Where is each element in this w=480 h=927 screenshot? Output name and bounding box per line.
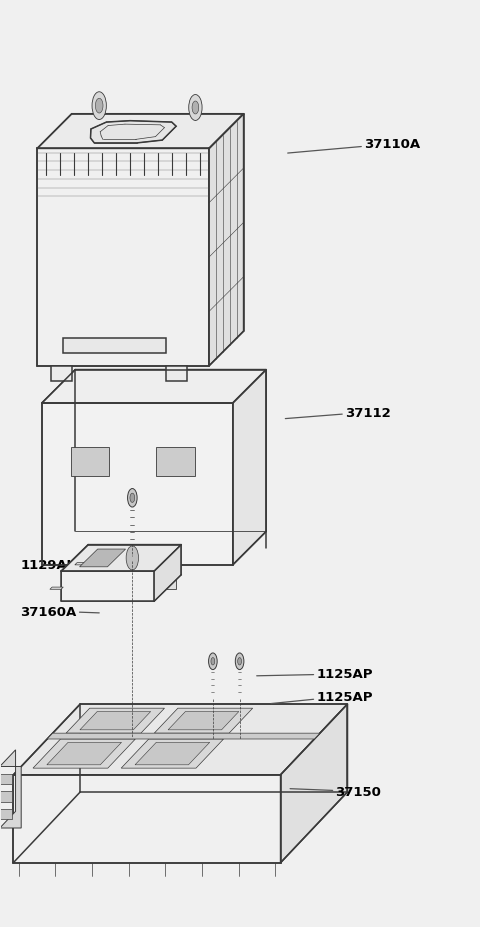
- Polygon shape: [168, 712, 239, 730]
- Polygon shape: [37, 115, 243, 149]
- Polygon shape: [99, 565, 176, 590]
- Polygon shape: [166, 366, 187, 382]
- Circle shape: [238, 658, 241, 666]
- Circle shape: [96, 99, 103, 114]
- Circle shape: [128, 489, 137, 507]
- Polygon shape: [71, 447, 109, 476]
- Polygon shape: [47, 733, 320, 739]
- Polygon shape: [80, 550, 126, 567]
- Polygon shape: [42, 370, 266, 403]
- Polygon shape: [156, 447, 195, 476]
- Polygon shape: [66, 708, 165, 733]
- Polygon shape: [154, 708, 252, 733]
- Circle shape: [211, 658, 215, 666]
- Text: 37112: 37112: [285, 406, 391, 419]
- Polygon shape: [0, 774, 12, 784]
- Polygon shape: [75, 563, 88, 565]
- Circle shape: [126, 546, 139, 570]
- Text: 1125AP: 1125AP: [271, 690, 373, 704]
- Polygon shape: [61, 572, 154, 602]
- Circle shape: [235, 654, 244, 670]
- Polygon shape: [91, 121, 176, 144]
- Polygon shape: [63, 338, 166, 353]
- Polygon shape: [154, 545, 181, 602]
- Polygon shape: [37, 149, 209, 366]
- Polygon shape: [42, 403, 233, 565]
- Text: 37150: 37150: [290, 785, 381, 798]
- Polygon shape: [281, 705, 348, 863]
- Circle shape: [130, 494, 135, 502]
- Polygon shape: [50, 588, 63, 590]
- Polygon shape: [51, 366, 72, 382]
- Polygon shape: [80, 712, 151, 730]
- Polygon shape: [13, 775, 281, 863]
- Polygon shape: [121, 739, 224, 768]
- Polygon shape: [0, 809, 12, 819]
- Polygon shape: [13, 705, 348, 775]
- Polygon shape: [61, 545, 181, 572]
- Polygon shape: [33, 739, 135, 768]
- Polygon shape: [0, 750, 21, 828]
- Circle shape: [189, 95, 202, 121]
- Polygon shape: [233, 370, 266, 565]
- Circle shape: [92, 93, 107, 121]
- Polygon shape: [135, 743, 210, 765]
- Polygon shape: [0, 792, 12, 802]
- Circle shape: [192, 102, 199, 115]
- Polygon shape: [209, 115, 243, 366]
- Text: 37110A: 37110A: [288, 138, 420, 154]
- Polygon shape: [75, 370, 266, 532]
- Text: 1129AU: 1129AU: [21, 559, 118, 572]
- Text: 1125AP: 1125AP: [257, 667, 373, 680]
- Polygon shape: [47, 743, 121, 765]
- Text: 37160A: 37160A: [21, 605, 99, 618]
- Circle shape: [209, 654, 217, 670]
